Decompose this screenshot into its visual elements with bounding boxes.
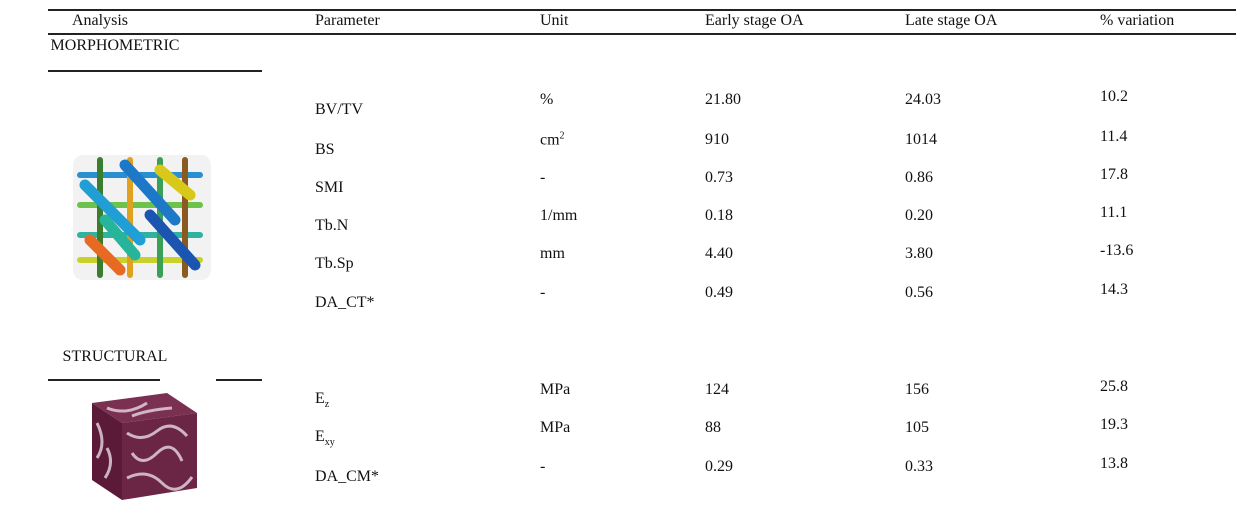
early-value: 0.18 (705, 207, 733, 224)
unit: - (540, 284, 546, 301)
early-value: 0.29 (705, 458, 733, 475)
unit-base: cm (540, 131, 560, 149)
parameter: Exy (315, 428, 335, 448)
variation-value: 11.4 (1100, 128, 1128, 145)
late-value: 105 (905, 419, 929, 436)
early-value: 910 (705, 131, 729, 148)
parameter: Tb.Sp (315, 255, 354, 272)
cube-image (92, 393, 197, 500)
variation-value: 13.8 (1100, 455, 1128, 472)
parameter: SMI (315, 179, 344, 196)
parameter-sub: z (324, 399, 330, 411)
unit: - (540, 458, 546, 475)
late-value: 1014 (905, 131, 937, 148)
parameter: BV/TV (315, 101, 363, 118)
top-rule (48, 9, 1236, 11)
late-value: 0.33 (905, 458, 933, 475)
early-value: 0.49 (705, 284, 733, 301)
parameter: DA_CT* (315, 294, 375, 311)
parameter: BS (315, 141, 335, 158)
unit-sup: 2 (559, 130, 565, 142)
late-value: 156 (905, 381, 929, 398)
section-label: MORPHOMETRIC (50, 37, 180, 54)
parameter-sub: xy (324, 437, 335, 449)
early-value: 88 (705, 419, 721, 436)
parameter: Tb.N (315, 217, 349, 234)
unit: MPa (540, 381, 571, 398)
section-rule (48, 379, 160, 381)
unit: MPa (540, 419, 571, 436)
variation-value: 19.3 (1100, 416, 1128, 433)
variation-value: -13.6 (1100, 242, 1134, 259)
variation-value: 10.2 (1100, 88, 1128, 105)
column-header: Parameter (315, 12, 380, 29)
late-value: 0.56 (905, 284, 933, 301)
column-header: Early stage OA (705, 12, 804, 29)
variation-value: 11.1 (1100, 204, 1128, 221)
section-rule (216, 379, 262, 381)
column-header: Unit (540, 12, 569, 29)
column-header: % variation (1100, 12, 1175, 29)
column-header: Late stage OA (905, 12, 998, 29)
variation-value: 14.3 (1100, 281, 1128, 298)
unit: - (540, 169, 546, 186)
column-header: Analysis (72, 12, 128, 29)
late-value: 0.86 (905, 169, 933, 186)
unit: mm (540, 245, 565, 262)
early-value: 124 (705, 381, 729, 398)
early-value: 21.80 (705, 91, 741, 108)
parameter-base: E (315, 427, 325, 445)
unit: 1/mm (540, 207, 578, 224)
late-value: 0.20 (905, 207, 933, 224)
variation-value: 25.8 (1100, 378, 1128, 395)
header-rule (48, 33, 1236, 35)
variation-value: 17.8 (1100, 166, 1128, 183)
late-value: 24.03 (905, 91, 941, 108)
parameter: Ez (315, 390, 329, 410)
late-value: 3.80 (905, 245, 933, 262)
early-value: 4.40 (705, 245, 733, 262)
unit: % (540, 91, 554, 108)
unit: cm2 (540, 130, 565, 149)
section-rule (48, 70, 262, 72)
trabecular-image (73, 155, 211, 280)
parameter: DA_CM* (315, 468, 380, 485)
early-value: 0.73 (705, 169, 733, 186)
section-label: STRUCTURAL (62, 348, 168, 365)
parameter-base: E (315, 389, 325, 407)
